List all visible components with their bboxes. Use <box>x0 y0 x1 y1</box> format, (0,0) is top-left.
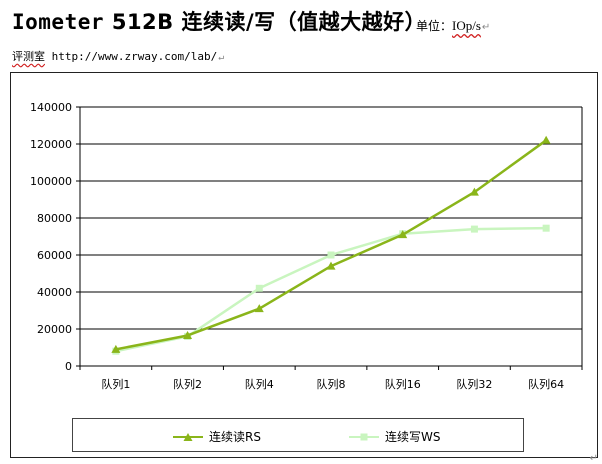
y-tick-label: 120000 <box>30 138 72 151</box>
corner-return-icon: ↵ <box>589 453 598 464</box>
series-line-write <box>115 226 547 353</box>
y-tick-label: 140000 <box>30 101 72 114</box>
legend-read-swatch <box>173 432 203 441</box>
x-tick-label: 队列4 <box>245 377 274 391</box>
unit-value: IOp/s <box>452 18 481 33</box>
data-point-read <box>183 330 193 339</box>
return-mark-icon: ↵ <box>218 52 225 63</box>
legend-read-label: 连续读RS <box>209 430 261 444</box>
data-point-read <box>326 261 336 270</box>
data-point-write <box>542 224 550 232</box>
legend-item-write: 连续写WS <box>349 428 440 445</box>
title-text: 512B 连续读/写（值越大越好） <box>104 10 427 34</box>
data-point-write <box>327 251 335 259</box>
chart-title: Iometer 512B 连续读/写（值越大越好） <box>12 6 426 36</box>
x-tick-label: 队列1 <box>101 377 130 391</box>
data-point-read <box>111 344 121 353</box>
y-tick-label: 80000 <box>37 212 72 225</box>
legend: 连续读RS 连续写WS <box>72 418 524 452</box>
x-tick-label: 队列16 <box>385 377 421 391</box>
unit-prefix: 单位： <box>416 19 453 33</box>
legend-write-label: 连续写WS <box>385 430 441 444</box>
source-line: 评测室 http://www.zrway.com/lab/↵ <box>12 48 224 64</box>
chart-frame <box>10 72 598 458</box>
y-tick-label: 60000 <box>37 249 72 262</box>
x-tick-label: 队列32 <box>456 377 492 391</box>
title-brand: Iometer <box>12 10 105 34</box>
legend-write-swatch <box>349 433 379 440</box>
x-tick-label: 队列64 <box>528 377 564 391</box>
source-url: http://www.zrway.com/lab/ <box>51 50 218 63</box>
data-point-read <box>398 230 408 239</box>
data-point-read <box>541 135 551 144</box>
x-tick-label: 队列2 <box>173 377 202 391</box>
data-point-read <box>469 187 479 196</box>
data-point-write <box>255 284 263 292</box>
legend-item-read: 连续读RS <box>173 428 261 445</box>
return-mark-icon: ↵ <box>481 22 491 33</box>
x-tick-label: 队列8 <box>317 377 346 391</box>
y-tick-label: 100000 <box>30 175 72 188</box>
y-tick-label: 20000 <box>37 323 72 336</box>
series-line-read <box>115 139 547 351</box>
unit-label: 单位：IOp/s↵ <box>416 17 490 34</box>
y-tick-label: 0 <box>65 360 72 373</box>
data-point-read <box>254 304 264 313</box>
y-tick-label: 40000 <box>37 286 72 299</box>
source-label: 评测室 <box>12 50 45 63</box>
data-point-write <box>470 225 478 233</box>
